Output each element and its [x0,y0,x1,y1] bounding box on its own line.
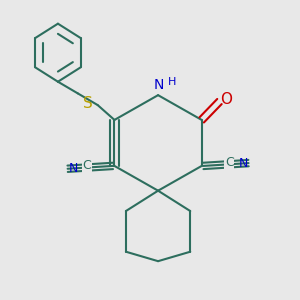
Text: C: C [225,156,233,169]
Text: N: N [68,162,78,175]
Text: H: H [168,77,176,87]
Text: N: N [238,157,248,169]
Text: N: N [154,78,164,92]
Text: C: C [82,159,91,172]
Text: S: S [83,96,93,111]
Text: O: O [220,92,232,107]
